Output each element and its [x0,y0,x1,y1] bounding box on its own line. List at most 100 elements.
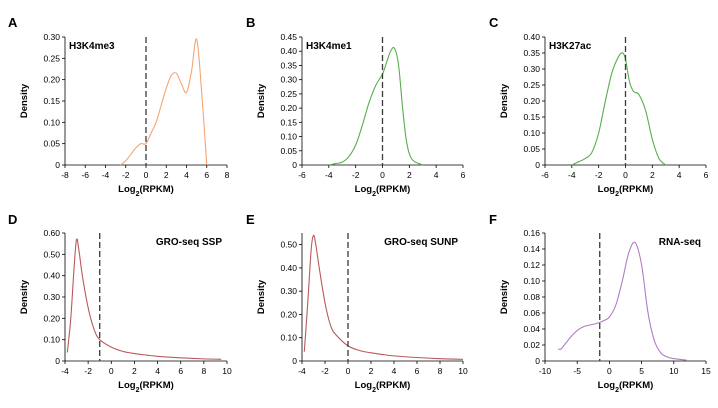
x-tick-label: 0 [144,170,149,180]
panel-letter: A [8,15,18,30]
y-tick-label: 0.10 [523,276,540,286]
x-tick-label: 6 [704,170,709,180]
y-axis-title: Density [499,279,510,314]
y-axis-title: Density [19,83,30,118]
y-tick-label: 0.20 [523,96,540,106]
panel-title: H3K4me1 [306,41,352,52]
panel-letter: E [246,212,255,227]
y-tick-label: 0.15 [523,112,540,122]
x-tick-label: 0 [109,366,114,376]
x-tick-label: 8 [438,366,443,376]
x-tick-label: -8 [61,170,69,180]
y-tick-label: 0 [535,356,540,366]
x-axis-title: Log2(RPKM) [355,184,411,198]
y-tick-label: 0 [535,160,540,170]
chart-panel-d: D 0 0.10 0.20 0.30 0.40 0.50 0.60 -4 -2 0 2 4 6 8 10 Log… [8,212,232,394]
x-tick-label: -2 [595,170,603,180]
y-axis-title: Density [256,83,267,118]
panel-title: GRO-seq SSP [156,237,222,248]
x-tick-label: 10 [669,366,679,376]
y-tick-label: 0.40 [280,46,297,56]
panel-letter: F [489,212,497,227]
x-tick-label: 10 [458,366,468,376]
y-tick-label: 0.30 [43,292,60,302]
x-tick-label: 2 [164,170,169,180]
panel-title: H3K4me3 [69,41,115,52]
y-tick-label: 0.25 [523,80,540,90]
y-tick-label: 0.25 [280,89,297,99]
x-tick-label: 10 [222,366,232,376]
y-tick-label: 0.10 [43,117,60,127]
y-tick-label: 0.16 [523,228,540,238]
x-tick-label: -6 [541,170,549,180]
x-tick-label: 6 [204,170,209,180]
y-tick-label: 0.50 [280,240,297,250]
y-tick-label: 0.10 [523,128,540,138]
x-tick-label: 2 [132,366,137,376]
y-tick-label: 0.10 [43,335,60,345]
panel-title: GRO-seq SUNP [384,237,458,248]
x-axis-title: Log2(RPKM) [118,184,174,198]
x-tick-label: -4 [325,170,333,180]
y-tick-label: 0.35 [523,48,540,58]
x-tick-label: 4 [434,170,439,180]
y-tick-label: 0.30 [43,32,60,42]
y-tick-label: 0.05 [523,144,540,154]
chart-panel-e: E 0 0.10 0.20 0.30 0.40 0.50 -4 -2 0 2 4 6 8 10 Log2(RP… [246,212,468,394]
x-tick-label: 0 [607,366,612,376]
y-tick-label: 0.30 [280,286,297,296]
x-axis-title: Log2(RPKM) [355,380,411,394]
y-tick-label: 0.04 [523,324,540,334]
density-curve [571,52,667,166]
y-tick-label: 0.20 [43,75,60,85]
y-tick-label: 0.40 [523,32,540,42]
chart-panel-a: A 0 0.05 0.10 0.15 0.20 0.25 0.30 -8 -6 -4 -2 0 2 4 6 8 L… [8,15,230,198]
y-tick-label: 0.30 [280,75,297,85]
chart-panel-f: F 0 0.02 0.04 0.06 0.08 0.10 0.12 0.14 0.16 -10 -5 0… [489,212,711,394]
y-tick-label: 0.45 [280,32,297,42]
y-axis-title: Density [19,279,30,314]
y-tick-label: 0.05 [280,146,297,156]
x-tick-label: 8 [225,170,230,180]
y-tick-label: 0 [292,356,297,366]
y-tick-label: 0.20 [280,309,297,319]
x-tick-label: 6 [461,170,466,180]
y-tick-label: 0.14 [523,244,540,254]
x-tick-label: 15 [701,366,711,376]
panel-title: H3K27ac [549,41,592,52]
panel-title: RNA-seq [659,237,701,248]
density-curve [557,241,687,361]
y-tick-label: 0.40 [43,271,60,281]
y-tick-label: 0.10 [280,132,297,142]
y-axis-title: Density [256,279,267,314]
x-tick-label: 2 [369,366,374,376]
x-tick-label: -2 [321,366,329,376]
x-tick-label: 4 [184,170,189,180]
x-tick-label: 4 [392,366,397,376]
x-tick-label: 4 [155,366,160,376]
panel-letter: D [8,212,17,227]
y-tick-label: 0.40 [280,263,297,273]
y-tick-label: 0 [55,356,60,366]
density-curve [120,38,208,166]
x-tick-label: -5 [573,366,581,376]
y-tick-label: 0.35 [280,60,297,70]
x-tick-label: 2 [650,170,655,180]
y-tick-label: 0 [292,160,297,170]
y-tick-label: 0.50 [43,249,60,259]
panel-letter: C [489,15,499,30]
x-tick-label: 4 [677,170,682,180]
y-tick-label: 0.30 [523,64,540,74]
panel-letter: B [246,15,255,30]
x-tick-label: -6 [81,170,89,180]
x-tick-label: -4 [61,366,69,376]
y-tick-label: 0.12 [523,260,540,270]
x-tick-label: 5 [639,366,644,376]
y-tick-label: 0.25 [43,53,60,63]
density-curve [328,46,424,166]
x-tick-label: 6 [415,366,420,376]
x-axis-title: Log2(RPKM) [598,184,654,198]
chart-panel-b: B 0 0.05 0.10 0.15 0.20 0.25 0.30 0.35 0.40 0.45 -6… [246,15,466,198]
x-tick-label: 0 [380,170,385,180]
